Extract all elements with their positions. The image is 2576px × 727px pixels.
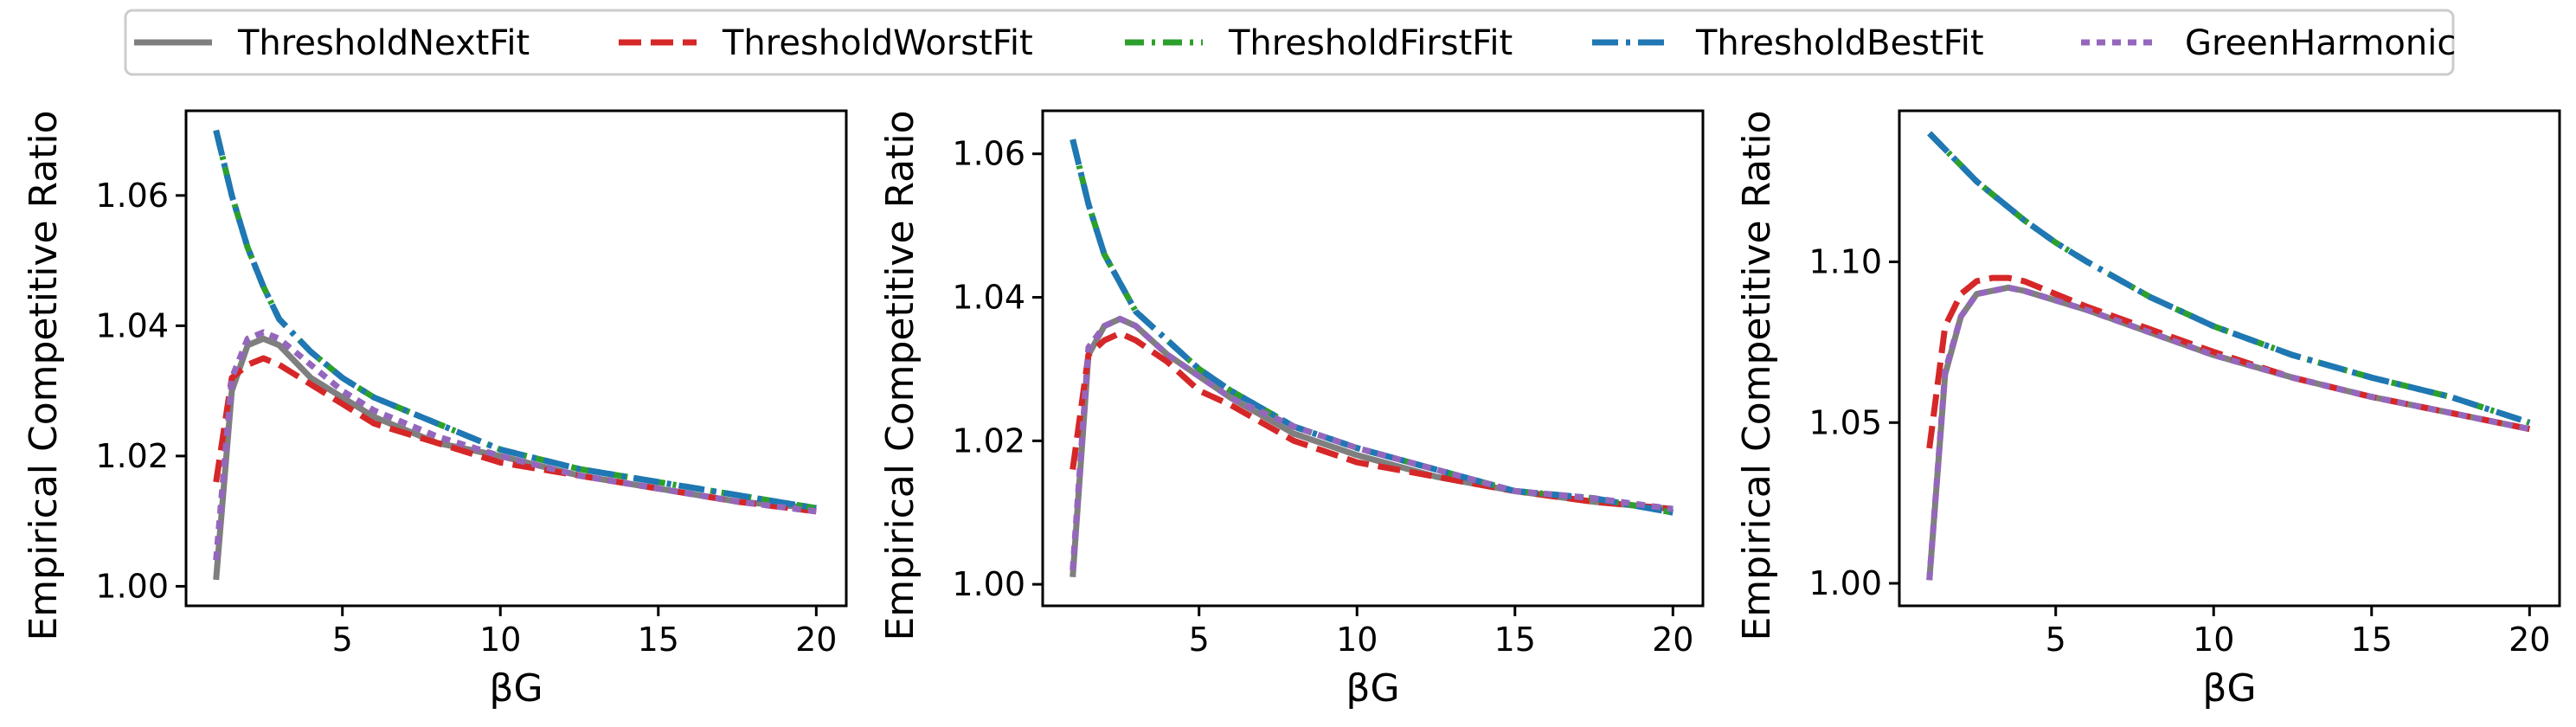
legend: ThresholdNextFit ThresholdWorstFit Thresho…	[124, 9, 2456, 76]
series-line-GreenHarmonic	[213, 329, 817, 561]
plot-frame	[184, 109, 848, 608]
legend-item-1: ThresholdWorstFit	[619, 23, 1033, 63]
series-line-ThresholdNextFit	[1926, 284, 2530, 581]
series-line-ThresholdWorstFit	[1070, 330, 1673, 512]
x-tick-label: 20	[795, 621, 837, 659]
x-tick-label: 10	[479, 621, 521, 659]
series-line-ThresholdNextFit	[213, 335, 817, 581]
y-axis-label: Empirical Competitive Ratio	[878, 110, 922, 640]
y-tick-label: 1.02	[95, 437, 169, 475]
y-tick-label: 1.02	[952, 421, 1025, 460]
legend-label: GreenHarmonic	[2185, 23, 2456, 63]
chart-panels: 5 10 15 20 1.00 1.02 1.04 1.06 βG Empirical Compe…	[22, 109, 2561, 711]
series-line-ThresholdBestFit	[213, 129, 817, 511]
legend-item-4: GreenHarmonic	[2081, 23, 2456, 63]
series-line-ThresholdFirstFit	[1070, 138, 1673, 516]
series-line-GreenHarmonic	[1926, 284, 2530, 581]
y-tick-label: 1.10	[1808, 243, 1882, 281]
legend-label: ThresholdWorstFit	[722, 23, 1033, 63]
x-axis-label: βG	[2202, 666, 2256, 711]
plot-frame	[1898, 109, 2561, 608]
y-tick-label: 1.00	[95, 567, 169, 605]
y-tick-label: 1.06	[952, 135, 1025, 173]
x-tick-label: 10	[1336, 621, 1378, 659]
legend-label: ThresholdFirstFit	[1228, 23, 1513, 63]
legend-item-2: ThresholdFirstFit	[1125, 23, 1513, 63]
series-line-ThresholdFirstFit	[1927, 131, 2531, 426]
legend-item-3: ThresholdBestFit	[1592, 23, 1984, 63]
x-tick-label: 5	[2046, 621, 2066, 659]
x-axis-label: βG	[1346, 666, 1399, 711]
x-tick-label: 10	[2193, 621, 2234, 659]
y-tick-label: 1.06	[95, 177, 169, 215]
y-tick-label: 1.00	[952, 565, 1025, 603]
series-line-GreenHarmonic	[1070, 315, 1673, 570]
chart-panel-3: 5 10 15 20 1.00 1.05 1.10 βG Empirical Competiti…	[1735, 109, 2561, 711]
legend-item-0: ThresholdNextFit	[134, 23, 530, 63]
legend-label: ThresholdBestFit	[1695, 23, 1984, 63]
y-tick-label: 1.00	[1808, 564, 1882, 602]
x-axis-label: βG	[489, 666, 543, 711]
series-line-ThresholdWorstFit	[213, 355, 817, 515]
y-axis-label: Empirical Competitive Ratio	[22, 110, 66, 640]
plot-frame	[1041, 109, 1705, 608]
y-axis-label: Empirical Competitive Ratio	[1735, 110, 1779, 640]
x-tick-label: 15	[1494, 621, 1536, 659]
x-tick-label: 15	[638, 621, 679, 659]
x-tick-label: 5	[332, 621, 353, 659]
legend-frame	[124, 9, 2455, 76]
series-line-ThresholdBestFit	[1927, 131, 2531, 426]
chart-panel-2: 5 10 15 20 1.00 1.02 1.04 1.06 βG Empirical Compe…	[878, 109, 1705, 711]
y-tick-label: 1.04	[952, 279, 1025, 317]
legend-label: ThresholdNextFit	[237, 23, 530, 63]
x-tick-label: 20	[1652, 621, 1693, 659]
y-tick-label: 1.04	[95, 306, 169, 344]
x-tick-label: 5	[1189, 621, 1210, 659]
chart-panel-1: 5 10 15 20 1.00 1.02 1.04 1.06 βG Empirical Compe…	[22, 109, 848, 711]
x-tick-label: 20	[2509, 621, 2550, 659]
series-line-ThresholdWorstFit	[1926, 274, 2530, 449]
x-tick-label: 15	[2351, 621, 2393, 659]
y-tick-label: 1.05	[1808, 403, 1882, 441]
